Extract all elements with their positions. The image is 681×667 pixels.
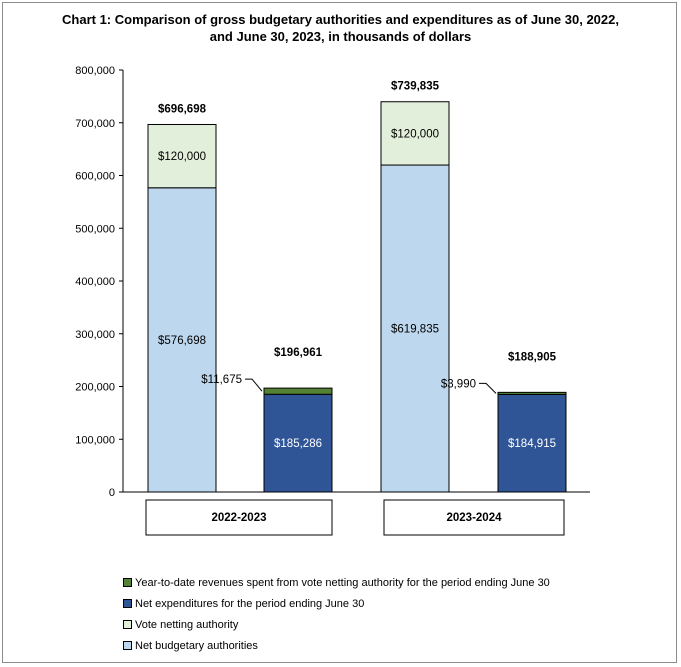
legend-label: Vote netting authority bbox=[135, 618, 239, 631]
data-label: $3,990 bbox=[441, 378, 476, 390]
data-label: $120,000 bbox=[391, 128, 439, 140]
category-label: 2022-2023 bbox=[212, 512, 267, 524]
chart-title-line-1: Chart 1: Comparison of gross budgetary a… bbox=[62, 12, 619, 27]
total-label: $696,698 bbox=[158, 103, 207, 115]
bar-segment bbox=[497, 391, 567, 395]
data-label: $185,286 bbox=[274, 438, 322, 450]
bar-segment bbox=[497, 393, 567, 493]
category-label: 2023-2024 bbox=[447, 512, 503, 524]
y-tick-label: 400,000 bbox=[75, 276, 115, 288]
data-label: $576,698 bbox=[158, 335, 206, 347]
total-label: $188,905 bbox=[508, 351, 557, 363]
y-tick-label: 100,000 bbox=[75, 434, 115, 446]
category-box bbox=[383, 499, 565, 536]
legend-item: Vote netting authority bbox=[123, 614, 550, 635]
leader-line bbox=[245, 378, 263, 392]
legend-label: Year-to-date revenues spent from vote ne… bbox=[135, 576, 550, 589]
legend-item: Year-to-date revenues spent from vote ne… bbox=[123, 572, 550, 593]
legend-swatch bbox=[123, 620, 132, 629]
legend-swatch bbox=[123, 578, 132, 587]
bar-segment bbox=[380, 164, 450, 493]
chart-title: Chart 1: Comparison of gross budgetary a… bbox=[0, 11, 681, 45]
bar-segment bbox=[147, 187, 217, 493]
legend-item: Net expenditures for the period ending J… bbox=[123, 593, 550, 614]
data-label: $11,675 bbox=[201, 374, 242, 386]
bar-segment bbox=[147, 123, 217, 189]
total-label: $739,835 bbox=[391, 81, 440, 93]
leader-line bbox=[479, 382, 497, 394]
bar-segment bbox=[380, 101, 450, 166]
y-tick-label: 800,000 bbox=[75, 65, 115, 77]
legend-swatch bbox=[123, 641, 132, 650]
y-tick-label: 0 bbox=[109, 487, 115, 499]
legend-label: Net expenditures for the period ending J… bbox=[135, 597, 365, 610]
y-tick-label: 700,000 bbox=[75, 118, 115, 130]
y-tick-label: 200,000 bbox=[75, 382, 115, 394]
y-tick-label: 300,000 bbox=[75, 329, 115, 341]
y-tick-label: 500,000 bbox=[75, 223, 115, 235]
bar-segment bbox=[263, 393, 333, 493]
data-label: $184,915 bbox=[508, 438, 556, 450]
data-label: $120,000 bbox=[158, 151, 206, 163]
data-label: $619,835 bbox=[391, 324, 439, 336]
total-label: $196,961 bbox=[274, 347, 323, 359]
chart-legend: Year-to-date revenues spent from vote ne… bbox=[123, 572, 550, 656]
bar-segment bbox=[263, 387, 333, 395]
legend-swatch bbox=[123, 599, 132, 608]
chart-title-line-2: and June 30, 2023, in thousands of dolla… bbox=[209, 29, 472, 44]
y-tick-label: 600,000 bbox=[75, 171, 115, 183]
category-box bbox=[145, 499, 333, 536]
legend-label: Net budgetary authorities bbox=[135, 639, 258, 652]
legend-item: Net budgetary authorities bbox=[123, 635, 550, 656]
